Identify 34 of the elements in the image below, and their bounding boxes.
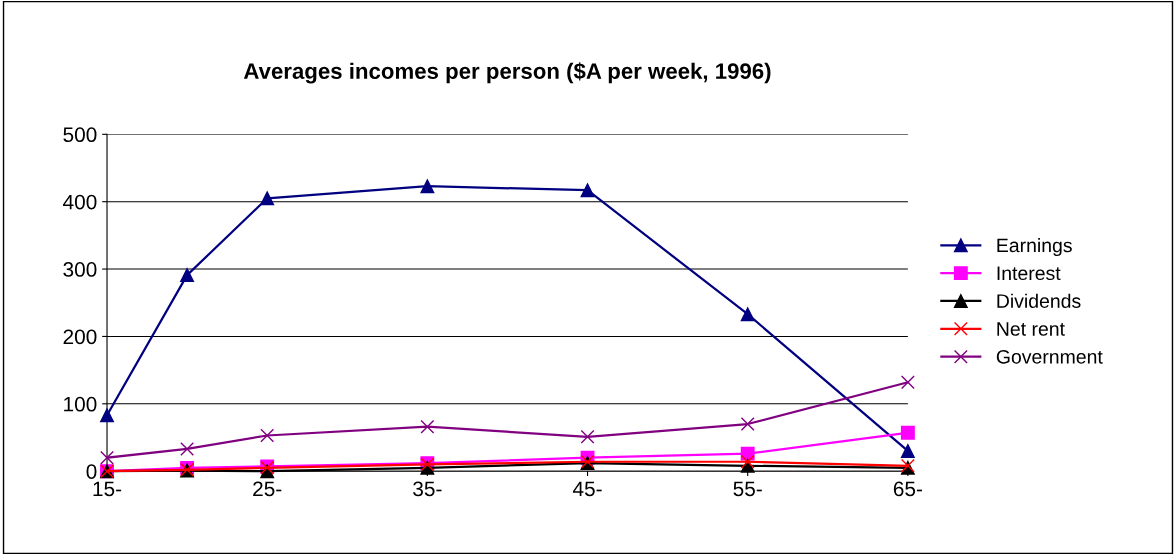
x-tick-label: 65- [893, 481, 922, 497]
y-tick-label: 200 [63, 329, 97, 345]
legend-label: Government [996, 349, 1103, 364]
point [580, 429, 595, 444]
legend-label: Interest [997, 266, 1061, 281]
x-tick-label: 25- [253, 481, 282, 497]
point [180, 268, 195, 283]
point [260, 191, 275, 206]
y-tick-label: 300 [63, 262, 97, 277]
legend-label: Net rent [997, 322, 1065, 336]
point [740, 307, 755, 322]
point [740, 417, 755, 431]
y-tick-label: 500 [63, 127, 97, 143]
point [100, 450, 114, 465]
x-tick-label: 15- [93, 481, 122, 497]
y-tick-label: 400 [63, 194, 97, 210]
point [900, 425, 915, 440]
legend-label: Dividends [997, 293, 1081, 308]
y-tick-label: 0 [86, 464, 97, 479]
legend-label: Earnings [997, 237, 1072, 257]
point [260, 428, 275, 443]
point [420, 419, 435, 434]
point [100, 408, 114, 423]
chart-title: Averages incomes per person ($A per week, 1996) [243, 62, 771, 84]
x-tick-label: 55- [733, 481, 762, 497]
point [580, 183, 595, 198]
x-tick-label: 45- [572, 481, 602, 497]
point [420, 179, 435, 194]
point [740, 454, 755, 469]
point [900, 444, 915, 458]
y-tick-label: 100 [64, 396, 97, 412]
x-tick-label: 35- [413, 481, 442, 497]
point [900, 375, 915, 390]
point [180, 442, 195, 456]
